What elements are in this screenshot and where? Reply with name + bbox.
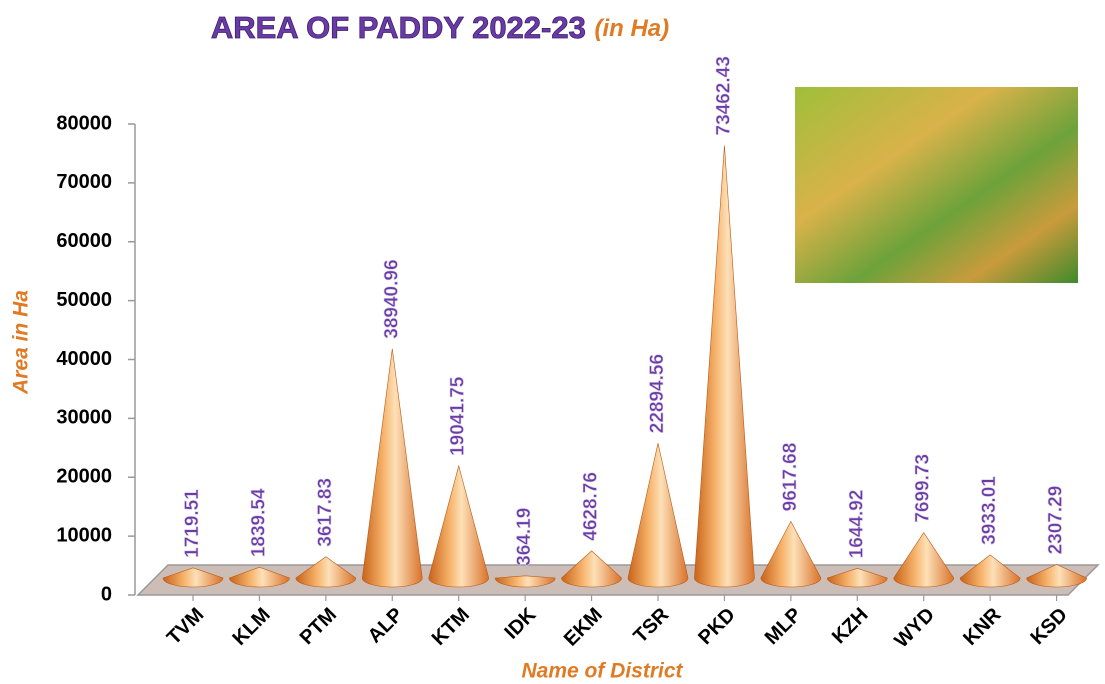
value-label: 9617.68 <box>780 443 801 512</box>
y-tick-label: 10000 <box>56 524 112 546</box>
x-tick-label: PTM <box>296 604 341 649</box>
x-tick-label: KNR <box>959 603 1006 650</box>
value-label: 4628.76 <box>581 472 602 541</box>
y-tick-label: 20000 <box>56 466 112 488</box>
y-tick-label: 40000 <box>56 348 112 370</box>
value-label: 1719.51 <box>182 489 203 558</box>
value-label: 364.19 <box>514 508 535 566</box>
value-label: 1839.54 <box>248 488 269 557</box>
y-tick-label: 50000 <box>56 289 112 311</box>
value-label: 73462.43 <box>713 56 734 135</box>
value-label: 3617.83 <box>315 478 336 547</box>
x-tick-label: KLM <box>229 604 275 650</box>
value-label: 1644.92 <box>846 490 867 559</box>
cone <box>761 521 821 587</box>
cone <box>429 466 489 587</box>
rice-photo <box>795 87 1078 283</box>
cone <box>362 349 422 587</box>
value-label: 3933.01 <box>979 476 1000 545</box>
y-axis-label: Area in Ha <box>10 290 33 395</box>
x-tick-label: MLP <box>761 604 806 649</box>
x-tick-label: ALP <box>364 604 408 648</box>
x-axis-label: Name of District <box>521 660 683 683</box>
value-label: 19041.75 <box>448 376 469 456</box>
y-tick-label: 70000 <box>56 171 112 193</box>
x-tick-label: EKM <box>560 604 607 651</box>
cone <box>894 533 954 587</box>
value-label: 7699.73 <box>913 454 934 523</box>
x-tick-label: TVM <box>163 604 208 649</box>
y-tick-label: 60000 <box>56 230 112 252</box>
cone <box>296 557 356 587</box>
chart: AREA OF PADDY 2022-23 (in Ha) Area in Ha… <box>0 0 1105 684</box>
value-label: 2307.29 <box>1046 486 1067 555</box>
x-tick-label: KTM <box>428 604 474 650</box>
chart-title: AREA OF PADDY 2022-23 (in Ha) <box>211 10 669 45</box>
x-tick-label: KZH <box>828 604 873 649</box>
x-tick-label: TSR <box>629 603 673 647</box>
cone <box>960 555 1020 587</box>
x-tick-label: IDK <box>500 603 540 643</box>
x-tick-label: KSD <box>1026 604 1071 649</box>
y-tick-label: 30000 <box>56 407 112 429</box>
y-tick-label: 0 <box>101 583 112 605</box>
x-tick-label: WYD <box>890 604 939 653</box>
y-tick-label: 80000 <box>56 112 112 134</box>
title: AREA OF PADDY 2022-23 <box>211 10 586 45</box>
subtitle: (in Ha) <box>594 15 669 42</box>
cone <box>628 443 688 587</box>
cone <box>694 145 754 587</box>
value-label: 38940.96 <box>381 259 402 338</box>
x-tick-label: PKD <box>694 604 739 649</box>
value-label: 22894.56 <box>647 354 668 433</box>
